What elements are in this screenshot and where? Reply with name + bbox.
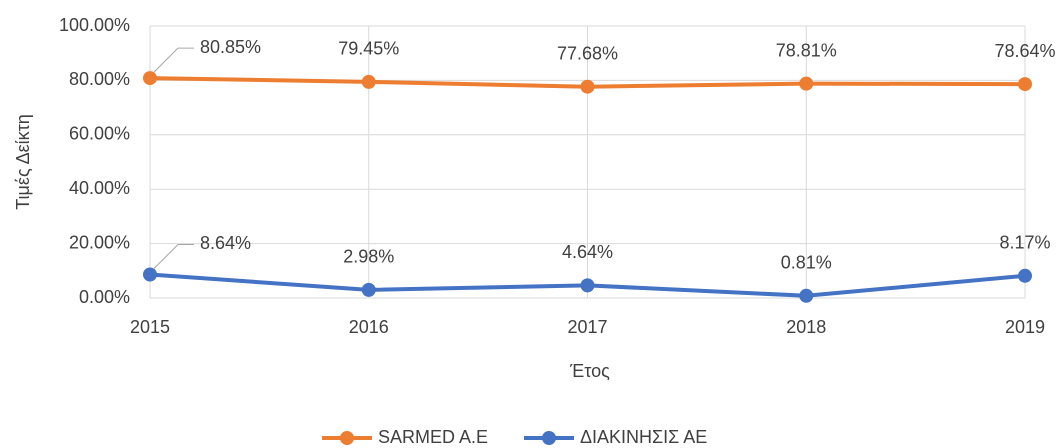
- data-label: 2.98%: [343, 247, 394, 267]
- legend-marker: [542, 431, 556, 445]
- leader-line: [153, 47, 194, 73]
- x-tick-label: 2018: [786, 317, 826, 337]
- data-label: 80.85%: [200, 37, 261, 57]
- data-label: 8.17%: [999, 233, 1050, 253]
- marker: [1018, 268, 1032, 283]
- legend-marker: [340, 431, 354, 445]
- y-tick-label: 60.00%: [69, 124, 130, 144]
- data-label: 78.81%: [776, 40, 837, 60]
- legend-label: ΔΙΑΚΙΝΗΣΙΣ ΑΕ: [580, 427, 707, 447]
- y-tick-label: 100.00%: [59, 15, 130, 35]
- x-tick-label: 2015: [130, 317, 170, 337]
- marker: [799, 76, 814, 91]
- marker: [143, 267, 157, 282]
- data-label: 8.64%: [200, 233, 251, 253]
- data-label: 77.68%: [557, 43, 618, 63]
- marker: [361, 282, 376, 297]
- y-tick-label: 0.00%: [79, 287, 130, 307]
- data-label: 0.81%: [781, 253, 832, 273]
- x-tick-label: 2016: [349, 317, 389, 337]
- data-label: 78.64%: [994, 41, 1055, 61]
- data-label: 79.45%: [338, 39, 399, 59]
- marker: [1018, 77, 1032, 92]
- y-tick-label: 40.00%: [69, 178, 130, 198]
- marker: [580, 278, 595, 293]
- x-tick-label: 2017: [567, 317, 607, 337]
- legend-label: SARMED A.E: [378, 427, 488, 447]
- marker: [580, 79, 595, 94]
- y-axis-title: Τιμές Δείκτη: [13, 114, 33, 210]
- y-tick-label: 20.00%: [69, 232, 130, 252]
- data-label: 4.64%: [562, 242, 613, 262]
- y-tick-label: 80.00%: [69, 69, 130, 89]
- x-axis-title: Έτος: [569, 361, 610, 381]
- marker: [143, 71, 157, 86]
- marker: [361, 74, 376, 89]
- x-tick-label: 2019: [1005, 317, 1045, 337]
- leader-line: [153, 243, 194, 269]
- marker: [799, 288, 814, 303]
